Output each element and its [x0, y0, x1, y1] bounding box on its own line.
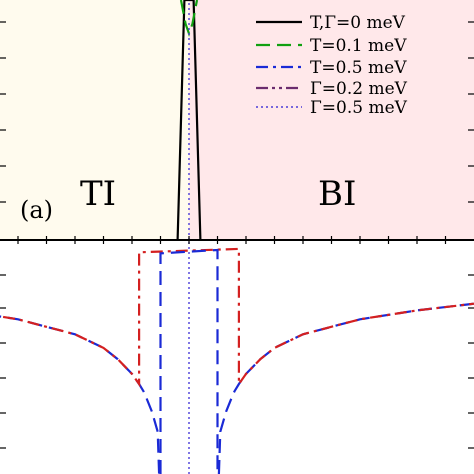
panel-label: (a): [20, 196, 53, 224]
legend-label-2: T=0.5 meV: [310, 58, 407, 78]
lower-series-2: [159, 248, 219, 474]
upper-series-0: [176, 0, 202, 241]
legend-label-0: T,Γ=0 meV: [310, 13, 406, 33]
region-bi-background: [189, 0, 474, 240]
legend-label-3: Γ=0.2 meV: [310, 79, 408, 99]
legend-label-4: Γ=0.5 meV: [310, 98, 408, 118]
region-label-bi: BI: [318, 174, 356, 214]
lower-panel-background: [0, 240, 474, 474]
upper-panel-series: [176, 0, 202, 241]
legend-label-1: T=0.1 meV: [310, 36, 407, 56]
region-ti-background: [0, 0, 189, 240]
lower-panel-series: [0, 240, 474, 474]
axis-ticks: [0, 21, 474, 449]
legend: T,Γ=0 meV T=0.1 meV T=0.5 meV Γ=0.2 meV …: [256, 13, 408, 118]
region-label-ti: TI: [80, 174, 116, 214]
